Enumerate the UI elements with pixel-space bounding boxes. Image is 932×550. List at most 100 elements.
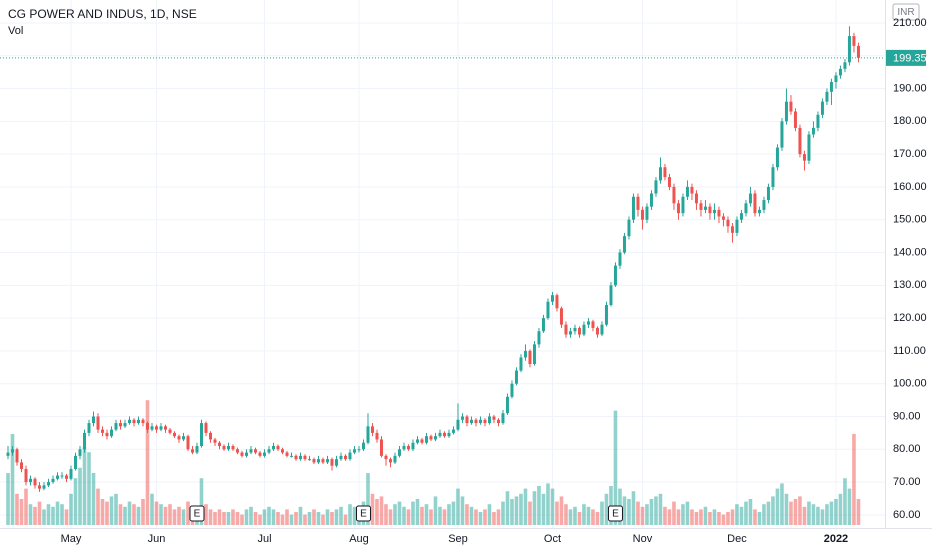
candle-body — [190, 449, 194, 453]
candle-body — [312, 459, 316, 463]
candle-body — [154, 426, 158, 430]
candle-body — [492, 416, 496, 420]
volume-bar — [249, 506, 253, 525]
candle-body — [213, 439, 217, 443]
candle-body — [74, 455, 78, 469]
volume-bar — [60, 504, 64, 525]
volume-bar — [438, 506, 442, 525]
candle-body — [703, 206, 707, 210]
currency-box[interactable] — [892, 3, 920, 21]
candle-body — [24, 468, 28, 483]
volume-bar — [510, 499, 514, 525]
volume-bar — [307, 512, 312, 525]
candle-body — [105, 432, 109, 437]
candle-body — [78, 449, 82, 456]
candle-body — [532, 344, 536, 365]
volume-bar — [339, 506, 343, 525]
candle-body — [56, 475, 60, 479]
volume-bar — [483, 509, 487, 525]
candle-body — [816, 114, 820, 128]
volume-bar — [46, 504, 51, 525]
volume-bar — [370, 493, 375, 525]
volume-bar — [330, 512, 334, 525]
candle-body — [366, 426, 370, 443]
volume-bar — [834, 499, 838, 525]
candle-body — [523, 350, 527, 358]
volume-bar — [127, 501, 132, 525]
candle-body — [834, 75, 838, 82]
volume-bar — [771, 496, 775, 525]
volume-bar — [811, 504, 816, 525]
volume-bar — [465, 504, 469, 525]
volume-bar — [856, 499, 861, 525]
candle-body — [222, 446, 226, 450]
volume-bar — [469, 506, 474, 525]
volume-bar — [352, 506, 357, 525]
volume-bar — [199, 478, 204, 525]
volume-bar — [15, 493, 19, 525]
y-tick-label: 140.00 — [893, 246, 927, 258]
candle-body — [177, 436, 181, 440]
volume-bar — [721, 514, 726, 525]
candle-body — [793, 111, 797, 128]
candle-body — [730, 226, 734, 233]
candle-body — [753, 193, 757, 214]
volume-bar — [226, 512, 231, 525]
candle-body — [780, 121, 784, 148]
candle-body — [119, 423, 123, 427]
candle-body — [146, 423, 149, 430]
volume-bar — [267, 506, 271, 525]
candle-body — [60, 475, 64, 477]
volume-bar — [496, 509, 501, 525]
candle-body — [397, 449, 401, 456]
volume-bar — [154, 501, 159, 525]
earnings-marker[interactable] — [189, 505, 205, 522]
volume-bar — [145, 400, 150, 525]
volume-label: Vol — [8, 25, 23, 37]
candle-body — [42, 485, 46, 489]
candle-body — [357, 449, 361, 451]
earnings-marker[interactable] — [607, 505, 623, 522]
candle-body — [181, 436, 185, 440]
earnings-marker[interactable] — [355, 505, 371, 522]
volume-bar — [780, 483, 784, 525]
candle-body — [298, 455, 302, 460]
candle-body — [744, 203, 748, 214]
volume-bar — [568, 509, 573, 525]
volume-bar — [739, 506, 744, 525]
volume-bar — [744, 501, 748, 525]
x-tick-label: Jul — [257, 533, 271, 545]
volume-bar — [204, 504, 208, 525]
candle-body — [807, 134, 811, 161]
volume-bar — [766, 501, 771, 525]
chart-title: CG POWER AND INDUS, 1D, NSE — [8, 7, 197, 21]
y-tick-label: 100.00 — [893, 378, 927, 390]
volume-bar — [658, 493, 663, 525]
candle-body — [555, 295, 559, 309]
candle-body — [694, 193, 698, 204]
volume-bar — [82, 447, 87, 525]
volume-bar — [622, 496, 627, 525]
candle-body — [762, 200, 766, 210]
volume-bar — [141, 499, 145, 525]
candle-body — [645, 206, 649, 220]
candle-body — [411, 442, 415, 450]
candle-body — [235, 449, 239, 453]
volume-bar — [685, 501, 690, 525]
candle-body — [838, 68, 842, 76]
candle-body — [388, 459, 392, 463]
volume-bar — [78, 467, 82, 525]
volume-bar — [573, 506, 577, 525]
volume-bar — [667, 509, 672, 525]
candle-body — [649, 193, 653, 207]
candle-body — [330, 459, 334, 466]
candle-body — [766, 186, 770, 201]
volume-bar — [118, 504, 123, 525]
volume-bar — [415, 499, 420, 525]
volume-bar — [447, 504, 451, 525]
candle-body — [303, 455, 307, 460]
candle-body — [92, 416, 96, 424]
volume-bar — [433, 496, 438, 525]
volume-bar — [591, 509, 595, 525]
candle-body — [667, 177, 671, 187]
